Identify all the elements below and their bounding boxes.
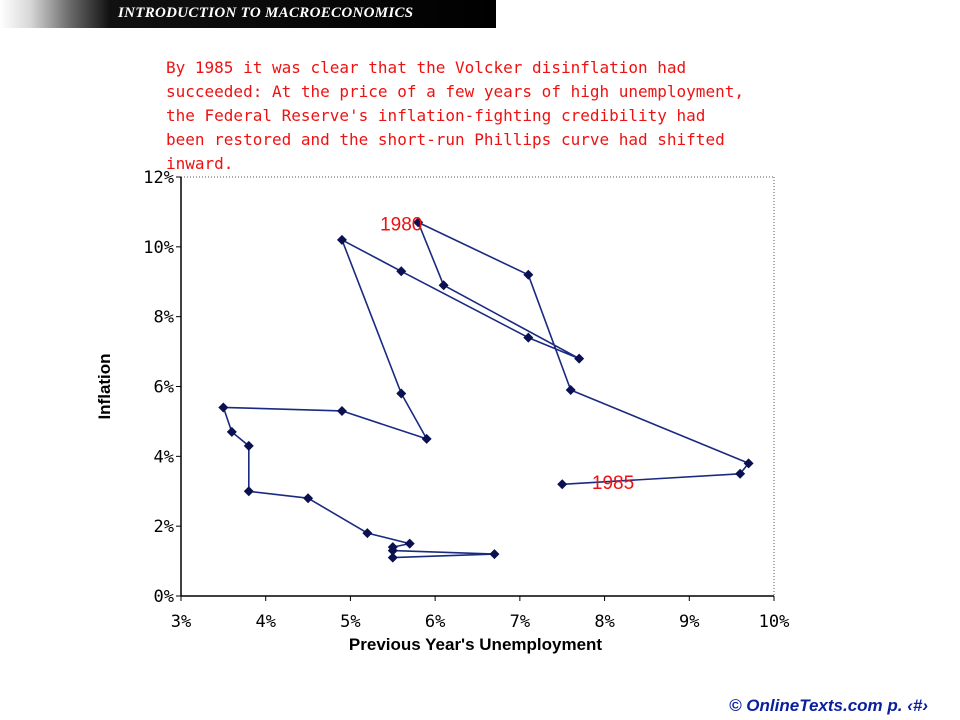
x-tick-label: 7% [510, 612, 530, 632]
data-point [523, 269, 534, 280]
copyright-text: © OnlineTexts.com [729, 696, 883, 715]
x-tick-label: 3% [171, 612, 191, 632]
data-point [303, 493, 314, 504]
y-tick-label: 2% [154, 517, 174, 537]
data-point [735, 468, 746, 479]
caption-line: the Federal Reserve's inflation-fighting… [166, 106, 706, 125]
caption-line: succeeded: At the price of a few years o… [166, 82, 744, 101]
data-point [226, 426, 237, 437]
caption-line: By 1985 it was clear that the Volcker di… [166, 58, 687, 77]
x-tick-label: 6% [425, 612, 445, 632]
data-point [438, 280, 449, 291]
data-point [743, 458, 754, 469]
data-point [421, 433, 432, 444]
data-point [404, 538, 415, 549]
chart-series [218, 217, 754, 563]
data-point [523, 332, 534, 343]
data-point [396, 266, 407, 277]
y-axis-title: Inflation [95, 353, 114, 419]
header-title: INTRODUCTION TO MACROECONOMICS [118, 5, 414, 21]
year-annotation: 1985 [592, 473, 634, 494]
x-tick-label: 9% [679, 612, 699, 632]
y-tick-label: 10% [143, 238, 174, 258]
y-tick-label: 12% [143, 168, 174, 188]
data-point [557, 479, 568, 490]
data-point [336, 405, 347, 416]
y-tick-label: 6% [154, 378, 174, 398]
x-tick-label: 10% [759, 612, 790, 632]
footer: © OnlineTexts.com p. ‹#› [729, 696, 928, 716]
y-tick-label: 4% [154, 447, 174, 467]
x-tick-label: 8% [594, 612, 614, 632]
x-axis-title: Previous Year's Unemployment [349, 635, 603, 654]
x-tick-label: 5% [340, 612, 360, 632]
data-point [413, 217, 424, 228]
data-point [574, 353, 585, 364]
data-point [243, 440, 254, 451]
data-point [362, 528, 373, 539]
data-point [243, 486, 254, 497]
caption-line: been restored and the short-run Phillips… [166, 130, 725, 149]
chart-labels: 1980 1985 [380, 214, 634, 493]
data-point [218, 402, 229, 413]
data-point [489, 549, 500, 560]
chart-axes: 3% 4% 5% 6% 7% 8% 9% 10% 0% 2% 4% 6% 8% 10% 12% Previou… [95, 168, 789, 654]
data-point [565, 384, 576, 395]
page-number: p. ‹#› [887, 696, 928, 715]
data-point [396, 388, 407, 399]
caption-line: inward. [166, 154, 234, 173]
y-tick-label: 8% [154, 308, 174, 328]
data-point [387, 552, 398, 563]
header-bar: INTRODUCTION TO MACROECONOMICS [0, 0, 496, 28]
series-line [222, 221, 750, 559]
data-point [336, 234, 347, 245]
y-tick-label: 0% [154, 587, 174, 607]
caption: By 1985 it was clear that the Volcker di… [166, 56, 786, 176]
data-point [387, 542, 398, 553]
x-tick-label: 4% [255, 612, 275, 632]
year-annotation: 1980 [380, 214, 422, 235]
